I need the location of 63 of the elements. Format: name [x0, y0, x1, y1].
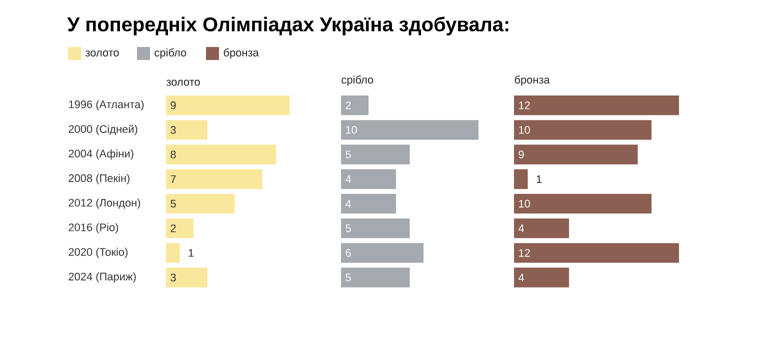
data-label: 3 [170, 274, 176, 282]
data-label: 10 [519, 126, 530, 134]
y-tick-label: 2016 (Ріо) [68, 223, 118, 234]
data-label: 1 [536, 175, 542, 183]
bar [514, 120, 652, 140]
data-label: 3 [170, 126, 176, 134]
y-tick-label: 2004 (Афіни) [68, 149, 134, 160]
bar [341, 144, 410, 164]
chart-title: У попередніх Олімпіадах Україна здобувала: [67, 16, 508, 36]
data-label: 1 [188, 249, 194, 257]
data-label: 4 [518, 224, 524, 232]
y-tick-label: 2020 (Токіо) [68, 248, 128, 258]
bar [341, 95, 369, 116]
bar [166, 243, 180, 263]
data-label: 7 [170, 175, 176, 183]
bar [341, 120, 479, 140]
bar [514, 268, 570, 288]
data-label: 4 [518, 274, 524, 282]
data-label: 8 [170, 150, 176, 158]
bar [341, 268, 410, 288]
y-tick-label: 2008 (Пекін) [68, 174, 130, 184]
data-label: 12 [519, 101, 530, 110]
text: бронза [514, 76, 550, 86]
bar [514, 218, 570, 238]
bar [166, 144, 276, 164]
data-label: 2 [170, 224, 176, 232]
bar [514, 243, 680, 263]
bar [166, 95, 290, 116]
y-tick-label: 2000 (Сідней) [68, 124, 138, 136]
bar [166, 169, 262, 189]
bar [166, 268, 208, 288]
bar [341, 194, 396, 214]
bar [341, 169, 396, 189]
data-label: 10 [346, 126, 357, 134]
bar [514, 144, 638, 164]
data-label: 5 [170, 200, 176, 208]
data-label: 4 [345, 200, 351, 208]
text: срібло [342, 76, 374, 86]
bar [514, 194, 652, 214]
y-tick-label: 2024 (Париж) [68, 272, 136, 283]
bar [514, 95, 680, 116]
legend-label: бронза [224, 48, 259, 59]
data-label: 9 [518, 150, 524, 158]
bar [166, 194, 235, 214]
bar [341, 218, 410, 238]
data-label: 4 [345, 175, 351, 183]
data-label: 12 [519, 249, 530, 257]
bar [166, 218, 194, 238]
data-label: 9 [170, 101, 176, 110]
y-tick-label: 1996 (Атланта) [69, 100, 144, 110]
legend-label: срібло [154, 48, 186, 59]
bar [341, 243, 424, 263]
legend-label: золото [85, 50, 119, 56]
bar [514, 169, 528, 189]
text: золото [166, 80, 200, 86]
data-label: 2 [346, 101, 351, 110]
data-label: 6 [346, 249, 351, 257]
bar [166, 120, 208, 140]
y-tick-label: 2012 (Лондон) [68, 198, 140, 209]
data-label: 10 [519, 200, 530, 208]
data-label: 5 [346, 150, 351, 158]
data-label: 5 [346, 224, 351, 232]
data-label: 5 [346, 274, 351, 282]
